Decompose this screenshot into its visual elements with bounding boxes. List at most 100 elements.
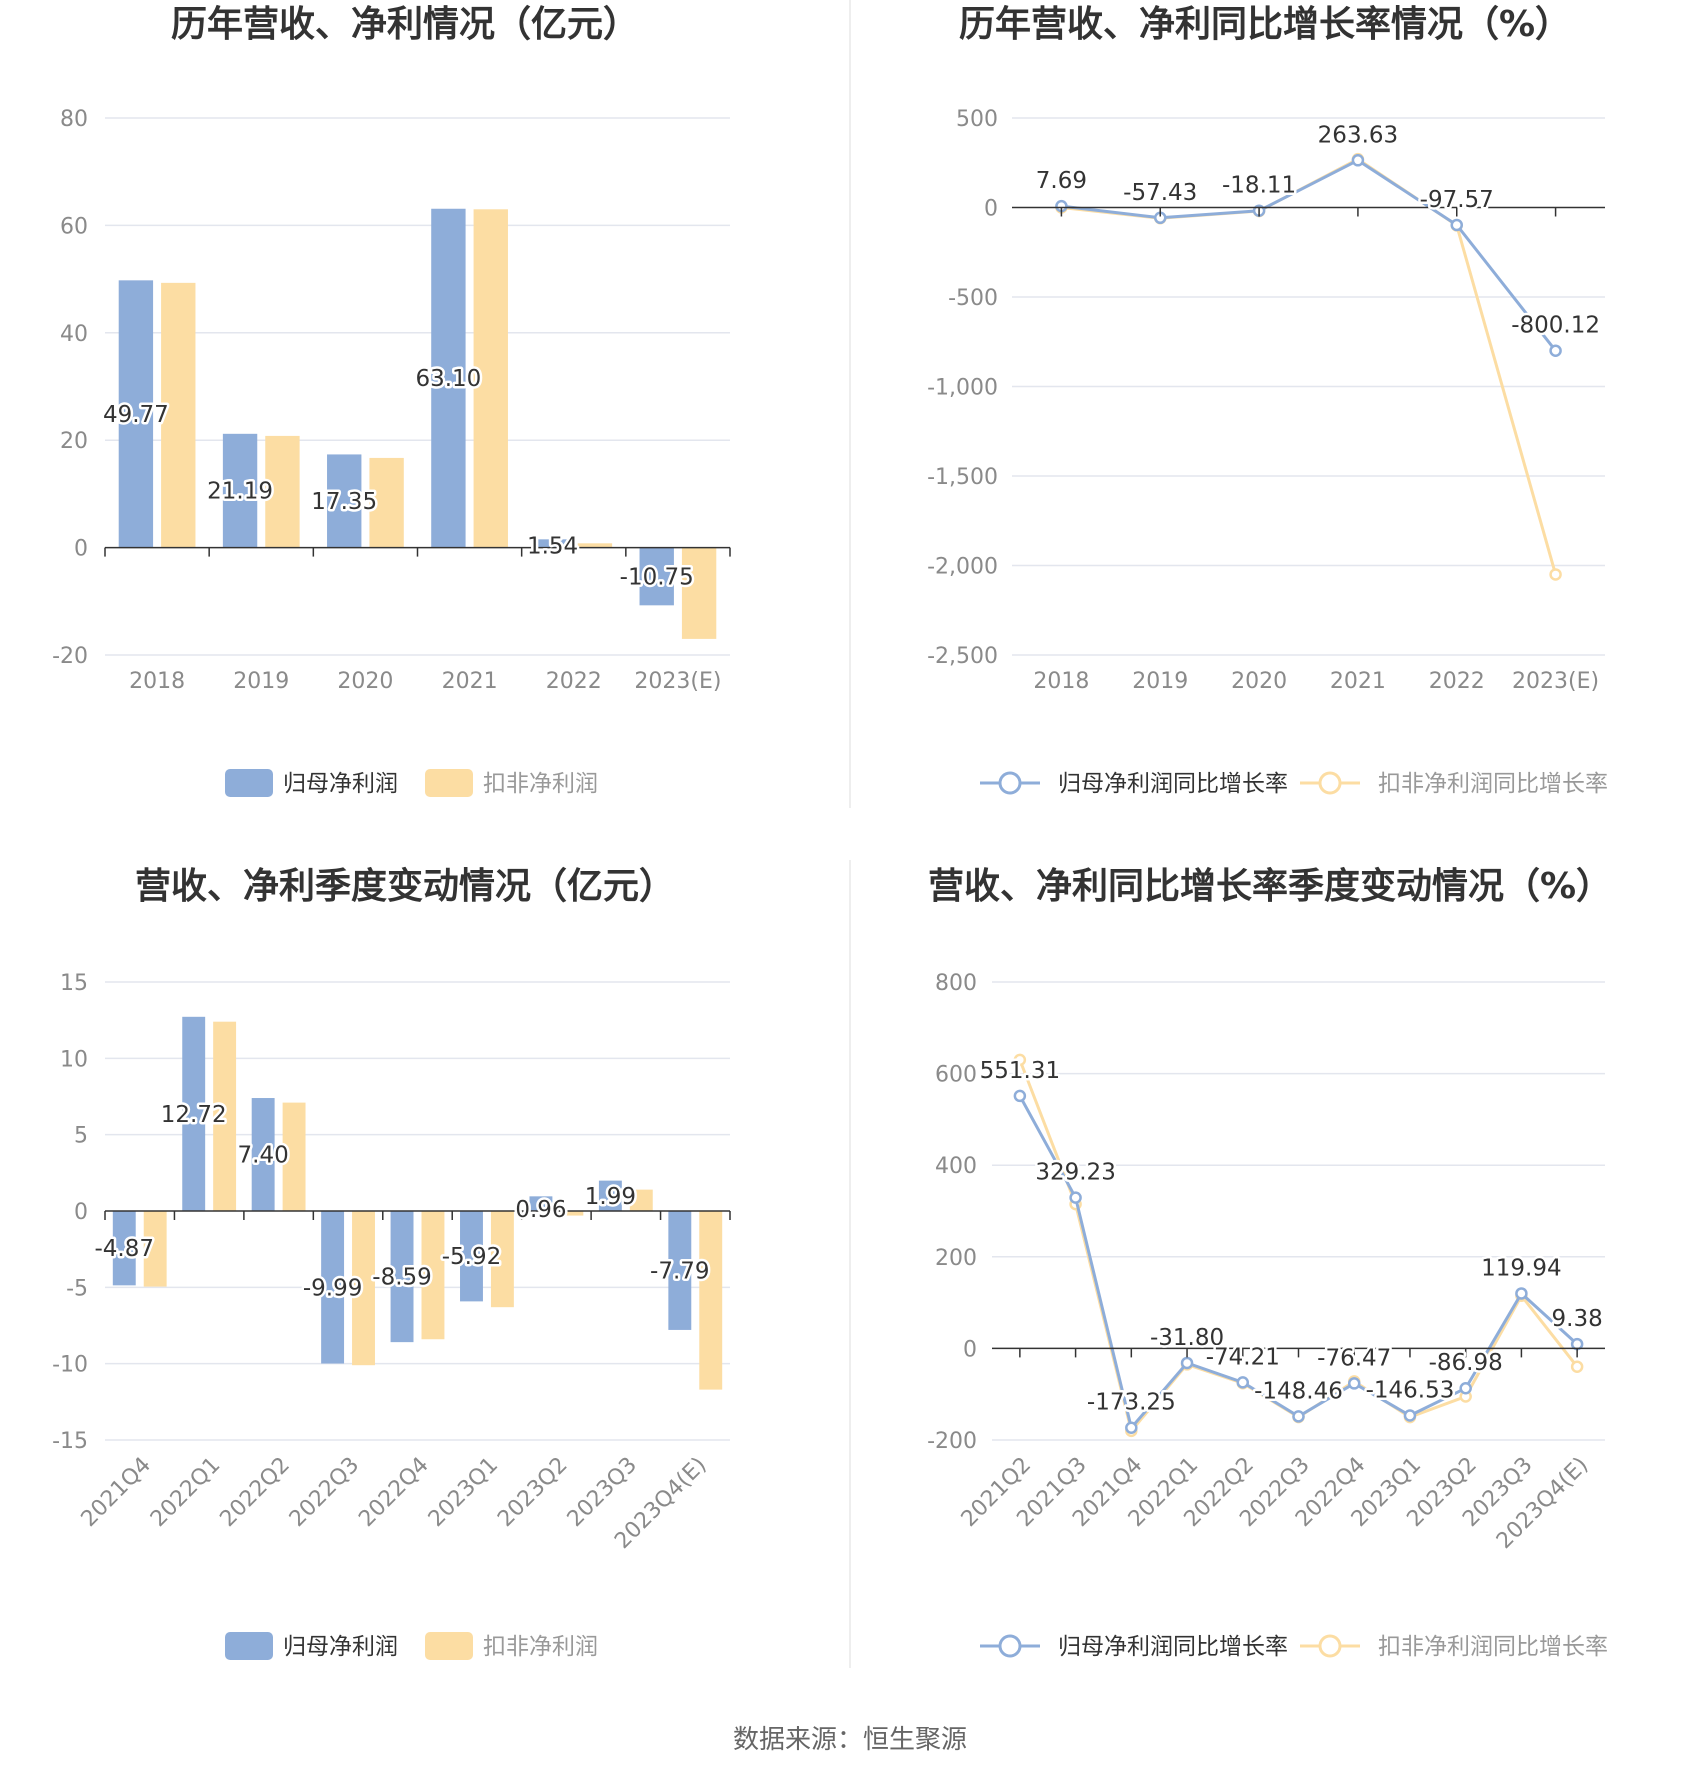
data-label: -4.87 bbox=[95, 1236, 155, 1262]
x-category-label: 2020 bbox=[337, 669, 393, 694]
bar-deducted-net-profit bbox=[352, 1211, 375, 1366]
point-net-profit-growth bbox=[1180, 1356, 1194, 1370]
legend-label: 归母净利润 bbox=[283, 1634, 398, 1660]
data-label: -10.75 bbox=[620, 564, 694, 590]
quarterly-growth-rate-line-chart: 营收、净利同比增长率季度变动情况（%） 8006004002000-200202… bbox=[927, 865, 1612, 1660]
data-label: 1.54 bbox=[527, 534, 578, 560]
bar-deducted-net-profit bbox=[560, 1211, 584, 1216]
y-tick-label: -500 bbox=[948, 286, 998, 311]
data-label: -173.25 bbox=[1087, 1390, 1176, 1416]
bar-net-profit bbox=[321, 1211, 345, 1364]
data-label: 119.94 bbox=[1481, 1255, 1561, 1281]
legend-swatch-net-profit bbox=[225, 769, 273, 797]
point-deducted-growth bbox=[1570, 1360, 1584, 1373]
bar-net-profit bbox=[598, 1180, 622, 1211]
legend-label: 扣非净利润 bbox=[483, 771, 598, 797]
data-label: 49.77 bbox=[103, 402, 169, 428]
point-deducted-growth bbox=[1549, 568, 1562, 581]
legend-swatch-deducted-net-profit bbox=[425, 769, 473, 797]
chart-title: 营收、净利季度变动情况（亿元） bbox=[135, 865, 675, 907]
x-category-label: 2018 bbox=[129, 669, 185, 694]
point-net-profit-growth bbox=[1125, 1421, 1138, 1434]
data-label: -146.53 bbox=[1366, 1378, 1455, 1404]
bar-net-profit bbox=[327, 454, 362, 548]
data-label: 7.69 bbox=[1036, 168, 1087, 194]
y-tick-label: -10 bbox=[52, 1353, 88, 1378]
data-label: 7.40 bbox=[238, 1143, 289, 1169]
bar-net-profit bbox=[535, 539, 570, 548]
y-tick-label: 600 bbox=[935, 1063, 977, 1088]
legend-label: 扣非净利润 bbox=[483, 1634, 598, 1660]
y-tick-label: -15 bbox=[52, 1429, 88, 1454]
data-label: 9.38 bbox=[1552, 1306, 1603, 1332]
series-line-deducted-growth bbox=[1061, 157, 1558, 575]
data-label: -57.43 bbox=[1123, 180, 1197, 206]
bar-deducted-net-profit bbox=[699, 1211, 723, 1390]
y-tick-label: 15 bbox=[60, 971, 88, 996]
x-category-label: 2023(E) bbox=[1512, 669, 1599, 694]
legend-label: 归母净利润同比增长率 bbox=[1058, 1634, 1288, 1660]
bar-deducted-net-profit bbox=[473, 209, 508, 548]
bar-net-profit bbox=[182, 1016, 206, 1211]
legend-swatch-deducted-net-profit bbox=[425, 1632, 473, 1660]
data-label: -148.46 bbox=[1254, 1378, 1343, 1404]
chart-title: 历年营收、净利同比增长率情况（%） bbox=[959, 4, 1571, 45]
y-tick-label: 0 bbox=[74, 1200, 88, 1225]
point-deducted-growth bbox=[1013, 1053, 1027, 1067]
y-tick-label: 80 bbox=[60, 107, 88, 132]
bar-deducted-net-profit bbox=[265, 435, 300, 548]
y-tick-label: -5 bbox=[66, 1276, 88, 1301]
x-category-label: 2022Q3 bbox=[285, 1453, 364, 1532]
x-category-label: 2023(E) bbox=[634, 669, 721, 694]
y-tick-label: 0 bbox=[984, 197, 998, 222]
legend-label: 扣非净利润同比增长率 bbox=[1378, 1634, 1608, 1660]
legend-marker bbox=[1318, 771, 1342, 795]
legend-marker bbox=[1318, 1634, 1342, 1658]
data-label: -76.47 bbox=[1317, 1345, 1391, 1371]
y-tick-label: 10 bbox=[60, 1047, 88, 1072]
bar-deducted-net-profit bbox=[213, 1021, 237, 1211]
legend-marker bbox=[998, 1634, 1022, 1658]
bar-net-profit bbox=[118, 280, 154, 548]
data-label: -74.21 bbox=[1206, 1344, 1280, 1370]
legend-label: 归母净利润 bbox=[283, 771, 398, 797]
legend-swatch-net-profit bbox=[225, 1632, 273, 1660]
series-line-net-profit-growth bbox=[1061, 158, 1557, 352]
x-category-label: 2018 bbox=[1033, 669, 1089, 694]
point-net-profit-growth bbox=[1459, 1381, 1472, 1395]
data-label: 21.19 bbox=[207, 479, 273, 505]
x-category-label: 2022 bbox=[1429, 669, 1485, 694]
bar-net-profit bbox=[390, 1211, 414, 1343]
bar-net-profit bbox=[112, 1211, 136, 1286]
y-tick-label: 20 bbox=[60, 429, 88, 454]
legend-label: 归母净利润同比增长率 bbox=[1058, 771, 1288, 797]
data-label: -7.79 bbox=[650, 1258, 710, 1284]
data-label: 0.96 bbox=[515, 1197, 566, 1223]
y-tick-label: 0 bbox=[74, 537, 88, 562]
data-label: -97.57 bbox=[1420, 187, 1494, 213]
bar-net-profit bbox=[639, 547, 674, 606]
point-net-profit-growth bbox=[1570, 1337, 1584, 1351]
bar-net-profit bbox=[222, 433, 258, 548]
point-net-profit-growth bbox=[1292, 1410, 1305, 1423]
chart-title: 历年营收、净利情况（亿元） bbox=[171, 4, 639, 45]
point-net-profit-growth bbox=[1450, 218, 1463, 232]
data-label: -9.99 bbox=[303, 1275, 363, 1301]
data-label: -8.59 bbox=[372, 1265, 432, 1291]
y-tick-label: 40 bbox=[60, 322, 88, 347]
x-category-label: 2019 bbox=[233, 669, 289, 694]
legend-marker bbox=[998, 771, 1022, 795]
data-source-note: 数据来源：恒生聚源 bbox=[733, 1725, 967, 1755]
x-category-label: 2022Q1 bbox=[146, 1453, 225, 1532]
point-net-profit-growth bbox=[1013, 1089, 1027, 1103]
y-tick-label: -2,500 bbox=[927, 644, 998, 669]
data-label: -18.11 bbox=[1222, 173, 1296, 199]
y-tick-label: 400 bbox=[935, 1154, 977, 1179]
y-tick-label: -20 bbox=[52, 644, 88, 669]
bar-deducted-net-profit bbox=[577, 543, 613, 548]
bar-net-profit bbox=[529, 1196, 553, 1211]
x-category-label: 2021 bbox=[442, 669, 498, 694]
data-label: -5.92 bbox=[442, 1244, 502, 1270]
data-label: 551.31 bbox=[980, 1058, 1060, 1084]
